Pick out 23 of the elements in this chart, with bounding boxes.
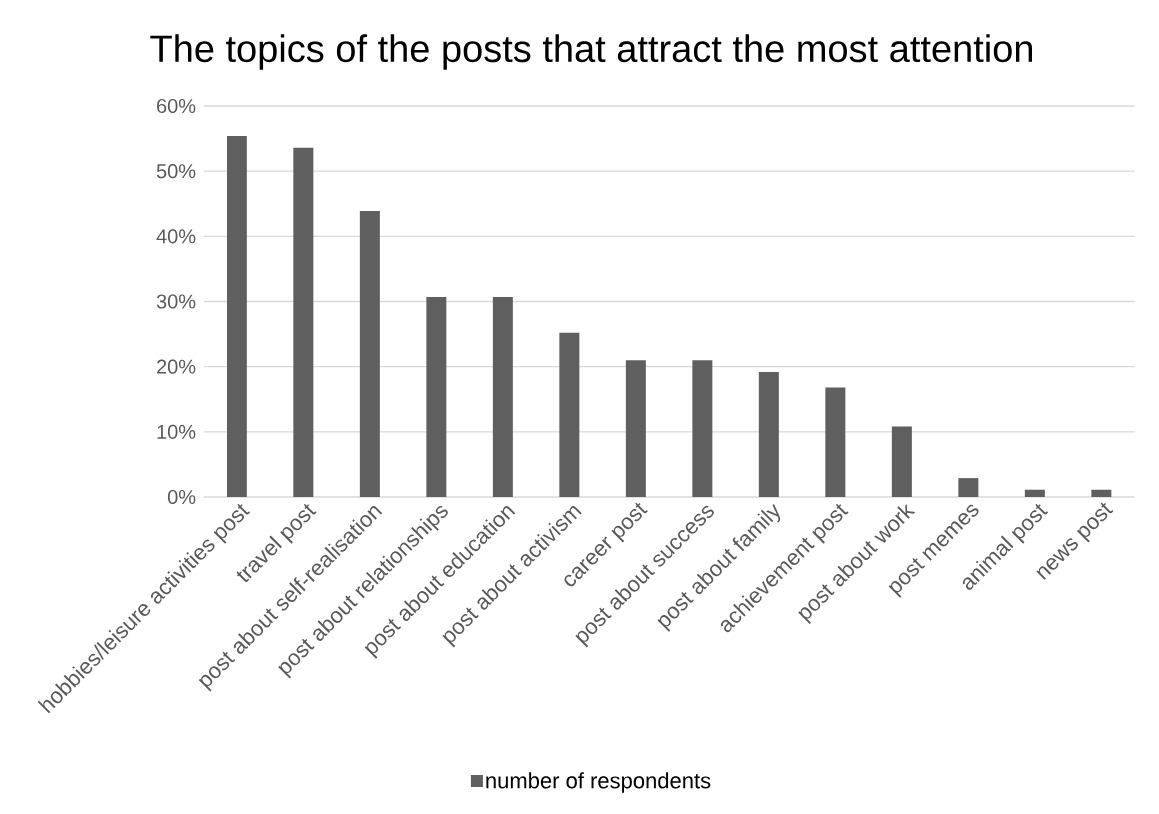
- bar: [359, 210, 380, 497]
- y-tick-label: 0%: [167, 489, 196, 505]
- bar: [958, 478, 979, 497]
- y-tick-label: 20%: [157, 359, 196, 374]
- bar: [293, 147, 314, 497]
- y-tick-label: 30%: [156, 294, 196, 309]
- bar: [625, 360, 646, 497]
- bar: [426, 296, 447, 497]
- bar: [692, 360, 713, 497]
- y-tick-label: 40%: [156, 229, 196, 244]
- bar: [1024, 489, 1045, 497]
- bar: [825, 387, 846, 497]
- bar: [891, 426, 912, 497]
- y-tick-label: 10%: [157, 424, 196, 439]
- bar: [492, 296, 513, 497]
- bar: [559, 332, 580, 497]
- y-tick-label: 60%: [157, 98, 196, 114]
- chart-title: The topics of the posts that attract the most attention: [150, 34, 1033, 70]
- bar: [1091, 489, 1112, 497]
- y-tick-label: 50%: [156, 164, 196, 179]
- bar: [226, 135, 247, 497]
- bar: [758, 371, 779, 497]
- legend-label: number of respondents: [486, 772, 711, 793]
